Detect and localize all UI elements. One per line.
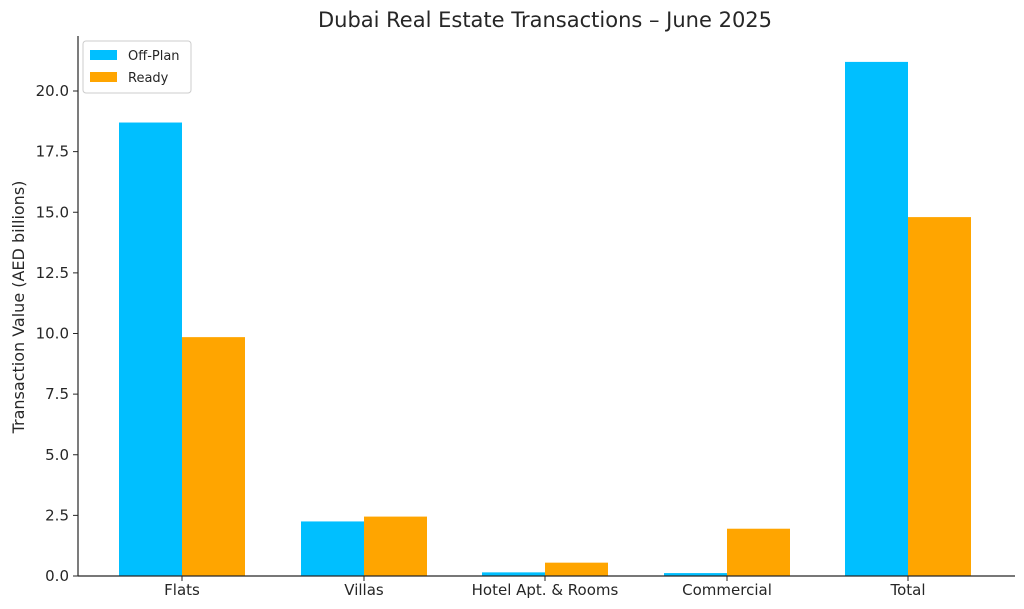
x-tick-label: Hotel Apt. & Rooms	[472, 581, 619, 599]
bar-off-plan-total	[845, 61, 908, 576]
y-tick-label: 20.0	[36, 82, 69, 100]
x-tick-label: Flats	[164, 581, 200, 599]
bars-group	[119, 61, 971, 577]
y-tick-label: 10.0	[36, 325, 69, 343]
legend-swatch-ready	[90, 72, 117, 82]
y-tick-label: 0.0	[45, 567, 69, 585]
bar-off-plan-villas	[301, 521, 364, 576]
bar-ready-hotel-apt-rooms	[545, 562, 608, 576]
x-tick-label: Villas	[344, 581, 384, 599]
chart-title: Dubai Real Estate Transactions – June 20…	[318, 8, 772, 32]
bar-ready-commercial	[727, 528, 790, 576]
legend-label-off-plan: Off-Plan	[128, 49, 180, 64]
y-tick-label: 12.5	[36, 264, 69, 282]
legend: Off-Plan Ready	[82, 40, 192, 94]
legend-label-ready: Ready	[128, 71, 169, 86]
x-tick-label: Commercial	[682, 581, 772, 599]
y-axis-label: Transaction Value (AED billions)	[9, 181, 28, 435]
x-ticks-group: Flats Villas Hotel Apt. & Rooms Commercial T…	[164, 576, 926, 599]
y-tick-label: 2.5	[45, 506, 69, 524]
y-tick-label: 7.5	[45, 385, 69, 403]
x-tick-label: Total	[889, 581, 925, 599]
bar-off-plan-flats	[119, 122, 182, 577]
bar-ready-flats	[182, 337, 245, 576]
y-tick-label: 5.0	[45, 446, 69, 464]
legend-swatch-off-plan	[90, 50, 117, 60]
bar-off-plan-commercial	[664, 573, 727, 576]
y-tick-label: 15.0	[36, 203, 69, 221]
bar-ready-villas	[364, 516, 427, 576]
y-tick-label: 17.5	[36, 143, 69, 161]
bar-off-plan-hotel-apt-rooms	[482, 572, 545, 576]
bar-ready-total	[908, 217, 971, 576]
y-ticks-group: 0.0 2.5 5.0 7.5 10.0 12.5 15.0 17.5 20.0	[36, 82, 78, 585]
